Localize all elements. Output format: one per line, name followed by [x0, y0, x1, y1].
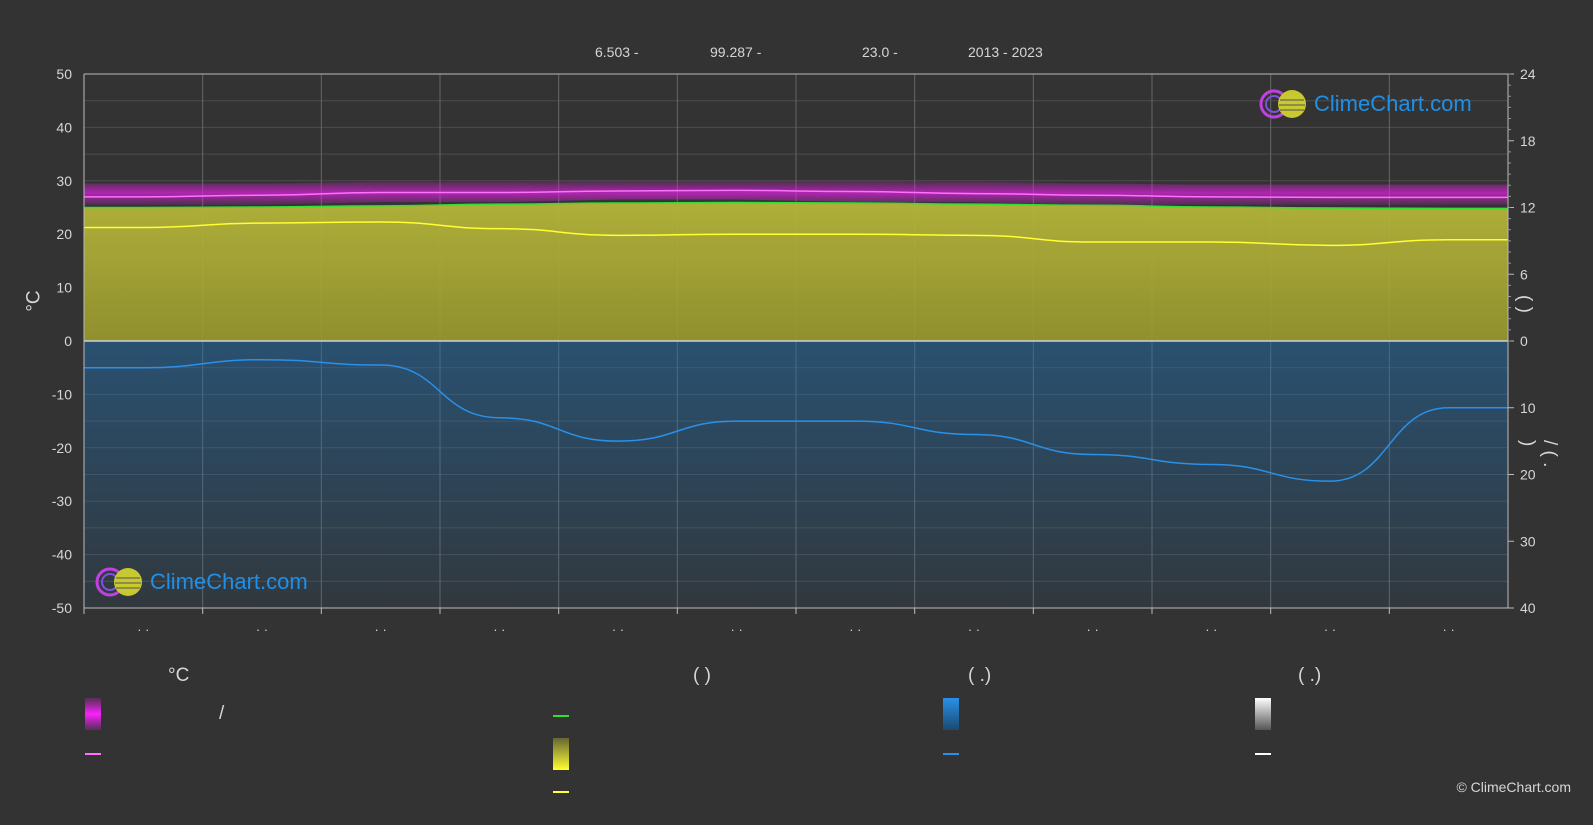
month-label: · ·	[375, 622, 387, 637]
header-longitude: 99.287 -	[710, 44, 762, 60]
left-tick-label: -30	[52, 493, 72, 509]
logo-text: ClimeChart.com	[1314, 91, 1472, 116]
right-top-tick-label: 18	[1520, 133, 1536, 149]
month-label: · ·	[256, 622, 268, 637]
legend-title-snow: ( .)	[1298, 665, 1322, 686]
left-tick-label: -40	[52, 547, 72, 563]
left-axis-title: °C	[23, 290, 45, 312]
month-label: · ·	[1324, 622, 1336, 637]
legend-range-separator: /	[219, 703, 225, 724]
temperature-range-band	[84, 180, 1508, 205]
legend-title-rain: ( .)	[968, 665, 992, 686]
month-label: · ·	[612, 622, 624, 637]
right-bottom-tick-label: 40	[1520, 600, 1536, 616]
copyright: © ClimeChart.com	[1456, 779, 1571, 795]
logo-bottom[interactable]: ClimeChart.com	[94, 566, 308, 598]
legend-title-temperature: °C	[168, 665, 190, 686]
left-tick-label: 10	[56, 280, 72, 296]
left-tick-label: -50	[52, 600, 72, 616]
month-label: · ·	[137, 622, 149, 637]
temperature-mean-line	[84, 189, 1508, 199]
sunshine-line	[84, 221, 1508, 247]
right-top-tick-label: 0	[1520, 333, 1528, 349]
right-bottom-tick-label: 20	[1520, 467, 1536, 483]
legend-title-sun: ( )	[693, 665, 711, 686]
logo-icon	[95, 567, 142, 597]
daylight-line	[84, 201, 1508, 210]
header-elevation: 23.0 -	[862, 44, 898, 60]
right-top-tick-label: 24	[1520, 66, 1536, 82]
logo-top[interactable]: ClimeChart.com	[1258, 88, 1472, 120]
logo-icon	[1259, 89, 1306, 119]
legend-swatches	[85, 698, 1271, 793]
header-period: 2013 - 2023	[968, 44, 1043, 60]
month-label: · ·	[1443, 622, 1455, 637]
month-label: · ·	[731, 622, 743, 637]
axis-layer: 50 40 30 20 10 0 -10 -20 -30 -40 -50 24 18 12 6 0 10 20 30…	[52, 66, 1536, 637]
left-tick-label: 30	[56, 173, 72, 189]
left-tick-label: -20	[52, 440, 72, 456]
month-label: · ·	[493, 622, 505, 637]
right-top-tick-label: 6	[1520, 266, 1528, 282]
left-tick-label: 20	[56, 226, 72, 242]
sunshine-area	[84, 202, 1508, 341]
legend-swatch-snow	[1255, 698, 1271, 730]
left-tick-label: 0	[64, 333, 72, 349]
legend-swatch-sunshine	[553, 738, 569, 770]
legend-swatch-temp-range	[85, 698, 101, 730]
header-latitude: 6.503 -	[595, 44, 639, 60]
left-tick-label: 40	[56, 119, 72, 135]
left-tick-label: 50	[56, 66, 72, 82]
month-label: · ·	[1087, 622, 1099, 637]
month-label: · ·	[968, 622, 980, 637]
right-bottom-tick-label: 10	[1520, 400, 1536, 416]
legend-swatch-precip	[943, 698, 959, 730]
right-bottom-tick-label: 30	[1520, 533, 1536, 549]
right-axis-title-bottom: / ( . )	[1517, 440, 1560, 468]
precipitation-line	[83, 358, 1508, 482]
right-axis-title-top: ( )	[1514, 295, 1535, 313]
logo-text: ClimeChart.com	[150, 569, 308, 594]
data-layer	[83, 180, 1508, 608]
right-top-tick-label: 12	[1520, 200, 1536, 216]
month-label: · ·	[849, 622, 861, 637]
month-label: · ·	[1205, 622, 1217, 637]
precipitation-area	[84, 341, 1508, 608]
left-tick-label: -10	[52, 386, 72, 402]
